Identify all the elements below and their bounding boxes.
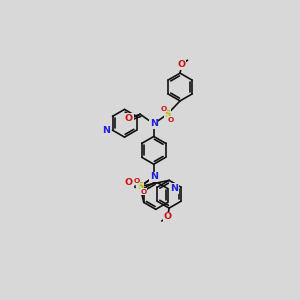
- Text: N: N: [150, 172, 158, 182]
- Text: N: N: [170, 184, 178, 193]
- Text: S: S: [164, 110, 171, 119]
- Text: O: O: [164, 212, 172, 221]
- Text: O: O: [141, 189, 147, 195]
- Text: O: O: [133, 178, 140, 184]
- Text: S: S: [137, 182, 143, 191]
- Text: O: O: [168, 116, 174, 122]
- Text: N: N: [150, 119, 158, 128]
- Text: N: N: [102, 126, 110, 135]
- Text: O: O: [178, 60, 186, 69]
- Text: O: O: [125, 178, 133, 187]
- Text: O: O: [125, 114, 133, 123]
- Text: O: O: [160, 106, 167, 112]
